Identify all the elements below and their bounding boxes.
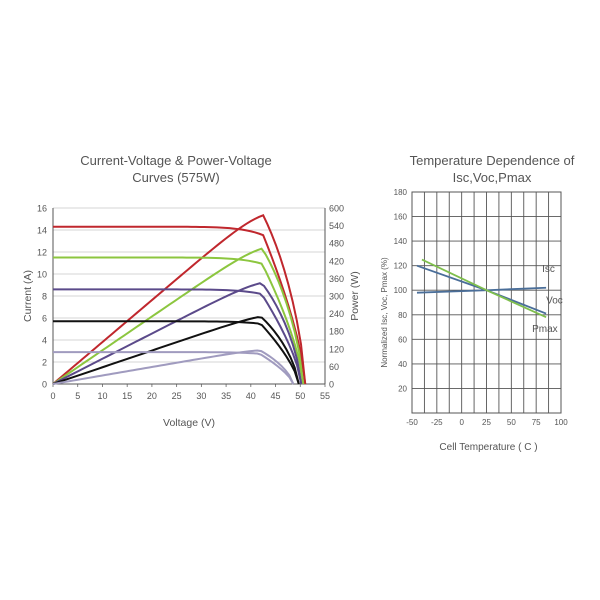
iv-x-tick: 55 [320, 391, 330, 401]
temp-series-pmax [421, 258, 547, 319]
temp-title-line2: Isc,Voc,Pmax [452, 170, 532, 185]
iv-curve-0 [53, 225, 307, 385]
iv-chart-title: Current-Voltage & Power-Voltage Curves (… [50, 152, 302, 186]
iv-curve-2 [53, 288, 303, 385]
temp-x-tick: 100 [554, 418, 568, 427]
temp-x-tick: -25 [431, 418, 443, 427]
iv-y-right-axis-label: Power (W) [349, 271, 361, 321]
temp-y-tick: 180 [394, 188, 408, 197]
iv-x-axis-label: Voltage (V) [163, 417, 215, 429]
iv-y-left-tick: 16 [37, 204, 47, 214]
temp-x-axis-label: Cell Temperature ( C ) [439, 442, 537, 453]
iv-x-tick: 35 [221, 391, 231, 401]
iv-x-tick: 50 [295, 391, 305, 401]
temperature-chart: 20 40 60 80 100 120 140 160 180 -50 -25 0 25 50 75 100 C… [380, 188, 568, 453]
temp-y-tick: 60 [398, 335, 407, 344]
iv-y-right-tick: 180 [329, 327, 344, 337]
iv-curve-3 [53, 320, 300, 385]
iv-y-right-tick: 0 [329, 380, 334, 390]
temp-y-axis-label: Normalized Isc, Voc, Pmax (%) [380, 257, 389, 368]
iv-y-right-tick: 240 [329, 309, 344, 319]
temp-y-tick: 20 [398, 384, 407, 393]
iv-title-line1: Current-Voltage & Power-Voltage [80, 153, 272, 168]
iv-curve-4 [53, 351, 295, 385]
iv-x-tick: 0 [50, 391, 55, 401]
pv-curve-4 [52, 349, 295, 385]
iv-y-left-tick: 14 [37, 226, 47, 236]
iv-x-tick: 15 [122, 391, 132, 401]
temp-x-tick: -50 [406, 418, 418, 427]
iv-y-left-tick: 4 [42, 336, 47, 346]
iv-y-right-tick: 60 [329, 362, 339, 372]
iv-x-tick: 5 [75, 391, 80, 401]
iv-curve-1 [53, 256, 305, 385]
iv-x-tick: 30 [196, 391, 206, 401]
iv-y-left-tick: 2 [42, 358, 47, 368]
temp-x-tick: 0 [459, 418, 464, 427]
iv-x-tick: 45 [271, 391, 281, 401]
iv-x-tick: 10 [97, 391, 107, 401]
iv-y-right-tick: 600 [329, 204, 344, 214]
iv-x-tick: 25 [172, 391, 182, 401]
temp-x-tick: 50 [507, 418, 516, 427]
temp-series-label-isc: Isc [542, 264, 555, 275]
iv-y-right-tick: 480 [329, 239, 344, 249]
temp-series-label-voc: Voc [546, 296, 563, 307]
iv-y-right-tick: 420 [329, 256, 344, 266]
iv-title-line2: Curves (575W) [132, 170, 220, 185]
iv-y-left-tick: 6 [42, 314, 47, 324]
temp-x-tick: 25 [482, 418, 491, 427]
iv-y-left-tick: 0 [42, 380, 47, 390]
iv-y-right-tick: 360 [329, 274, 344, 284]
iv-y-right-tick: 120 [329, 344, 344, 354]
temp-y-tick: 40 [398, 360, 407, 369]
temp-chart-title: Temperature Dependence of Isc,Voc,Pmax [392, 152, 592, 186]
iv-y-left-tick: 12 [37, 248, 47, 258]
temp-title-line1: Temperature Dependence of [409, 153, 575, 168]
iv-x-tick: 20 [147, 391, 157, 401]
iv-x-tick: 40 [246, 391, 256, 401]
temp-y-tick: 80 [398, 311, 407, 320]
iv-pv-chart: 0246810121416060120180240300360420480540… [22, 204, 361, 430]
temp-y-tick: 160 [394, 213, 408, 222]
pv-curve-0 [52, 214, 307, 385]
iv-y-right-tick: 540 [329, 221, 344, 231]
pv-curve-1 [52, 247, 305, 385]
iv-y-left-tick: 8 [42, 292, 47, 302]
temp-y-tick: 100 [394, 286, 408, 295]
iv-y-left-axis-label: Current (A) [22, 270, 34, 322]
temp-y-tick: 120 [394, 262, 408, 271]
temp-y-tick: 140 [394, 237, 408, 246]
iv-y-right-tick: 300 [329, 292, 344, 302]
temp-x-tick: 75 [532, 418, 541, 427]
temp-series-label-pmax: Pmax [532, 324, 558, 335]
pv-curve-3 [52, 316, 300, 385]
iv-y-left-tick: 10 [37, 270, 47, 280]
